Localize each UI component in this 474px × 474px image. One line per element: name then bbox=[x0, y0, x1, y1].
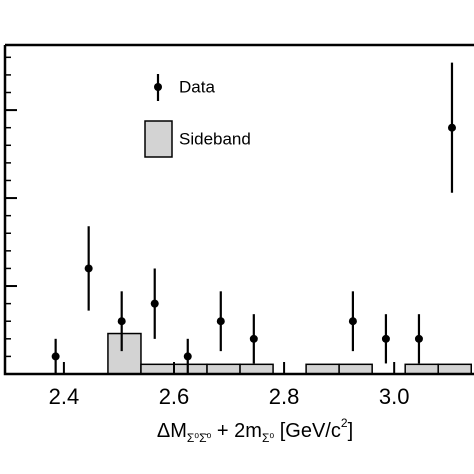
data-point bbox=[381, 334, 390, 343]
sideband-bar bbox=[107, 332, 142, 375]
x-label-part: 2 bbox=[341, 416, 348, 430]
sideband-bar bbox=[239, 363, 274, 375]
x-label-part: [GeV/c bbox=[274, 420, 341, 442]
sideband-bar bbox=[305, 363, 340, 375]
data-point bbox=[414, 334, 423, 343]
legend-data-marker bbox=[154, 83, 162, 91]
data-point bbox=[117, 317, 126, 326]
x-label-part: Σ⁰ bbox=[262, 431, 274, 445]
legend-label: Data bbox=[179, 77, 215, 96]
legend-label: Sideband bbox=[179, 129, 251, 148]
data-point bbox=[51, 352, 60, 361]
sideband-bar bbox=[140, 363, 175, 375]
x-label-part: Σ⁰Σ̄⁰ bbox=[187, 431, 212, 445]
sideband-bar bbox=[338, 363, 373, 375]
legend-sideband-box bbox=[144, 120, 173, 158]
x-tick-label: 2.8 bbox=[269, 384, 300, 409]
data-point bbox=[150, 299, 159, 308]
x-label-part: + 2m bbox=[211, 420, 262, 442]
sideband-bar bbox=[437, 363, 472, 375]
sideband-bar bbox=[404, 363, 439, 375]
axes-frame bbox=[3, 43, 474, 376]
data-point bbox=[183, 352, 192, 361]
data-point bbox=[216, 317, 225, 326]
x-tick-label: 2.4 bbox=[49, 384, 80, 409]
sideband-bar bbox=[173, 363, 208, 375]
data-point bbox=[447, 123, 456, 132]
x-label-part: ] bbox=[348, 420, 354, 442]
data-point bbox=[348, 317, 357, 326]
sideband-bar bbox=[206, 363, 241, 375]
x-tick-label: 3.0 bbox=[379, 384, 410, 409]
x-tick-label: 2.6 bbox=[159, 384, 190, 409]
x-label-part: ΔM bbox=[157, 420, 187, 442]
data-point bbox=[249, 334, 258, 343]
x-axis-label: ΔMΣ⁰Σ̄⁰​ + 2mΣ⁰​ [GeV/c2​] bbox=[157, 416, 353, 445]
data-point bbox=[84, 264, 93, 273]
